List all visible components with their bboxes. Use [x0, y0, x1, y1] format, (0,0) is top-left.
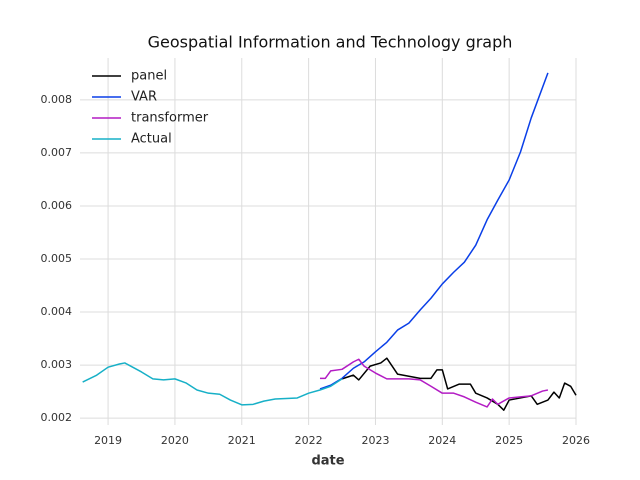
- legend-label: VAR: [131, 90, 157, 105]
- x-axis-label: date: [311, 454, 344, 469]
- legend-label: Actual: [131, 132, 172, 147]
- series-line: [341, 357, 577, 411]
- x-tick-label: 2026: [562, 434, 590, 447]
- x-tick-label: 2020: [161, 434, 189, 447]
- legend-label: transformer: [131, 111, 209, 126]
- series-line: [319, 72, 549, 390]
- series-line: [319, 358, 549, 408]
- legend-label: panel: [131, 69, 167, 84]
- x-tick-label: 2025: [495, 434, 523, 447]
- x-tick-label: 2023: [361, 434, 389, 447]
- y-tick-label: 0.005: [41, 252, 73, 265]
- x-tick-label: 2019: [94, 434, 122, 447]
- x-tick-label: 2022: [295, 434, 323, 447]
- y-tick-label: 0.002: [41, 411, 73, 424]
- y-tick-label: 0.004: [41, 305, 73, 318]
- x-tick-label: 2024: [428, 434, 456, 447]
- x-tick-label: 2021: [228, 434, 256, 447]
- y-tick-label: 0.006: [41, 199, 73, 212]
- y-tick-label: 0.003: [41, 358, 73, 371]
- series-line: [82, 362, 343, 406]
- y-tick-label: 0.007: [41, 146, 73, 159]
- chart-title: Geospatial Information and Technology gr…: [148, 33, 513, 52]
- y-tick-label: 0.008: [41, 93, 73, 106]
